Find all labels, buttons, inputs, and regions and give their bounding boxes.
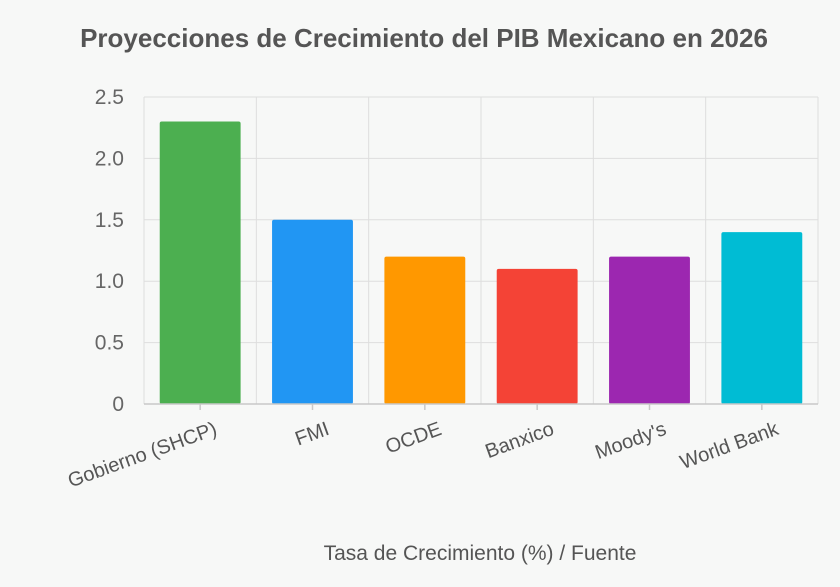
bar xyxy=(721,232,803,404)
y-tick-label: 1.0 xyxy=(95,270,124,293)
y-tick-label: 2.0 xyxy=(95,147,124,170)
bar xyxy=(384,256,466,404)
y-tick-label: 0 xyxy=(112,393,124,416)
bar xyxy=(609,256,690,404)
x-axis-label: Tasa de Crecimiento (%) / Fuente xyxy=(324,542,637,565)
bars xyxy=(159,121,803,404)
y-axis-ticks: 0 0.5 1.0 1.5 2.0 2.5 xyxy=(95,86,124,416)
bar xyxy=(272,219,353,404)
x-axis-ticks: Gobierno (SHCP) FMI OCDE Banxico Moody's Worl… xyxy=(65,418,782,493)
x-tick-label: Moody's xyxy=(592,418,669,464)
chart-title: Proyecciones de Crecimiento del PIB Mexi… xyxy=(80,23,768,53)
x-tick-label: FMI xyxy=(292,418,332,450)
bar xyxy=(159,121,241,404)
x-tick-label: Gobierno (SHCP) xyxy=(65,418,220,492)
y-tick-label: 1.5 xyxy=(95,209,124,232)
bar xyxy=(496,268,578,404)
axes xyxy=(144,403,818,410)
x-tick-label: OCDE xyxy=(383,418,445,458)
x-tick-label: Banxico xyxy=(482,418,556,463)
x-tick-label: World Bank xyxy=(677,418,782,474)
grid xyxy=(143,96,819,405)
y-tick-label: 0.5 xyxy=(95,332,124,355)
y-tick-label: 2.5 xyxy=(95,86,124,109)
